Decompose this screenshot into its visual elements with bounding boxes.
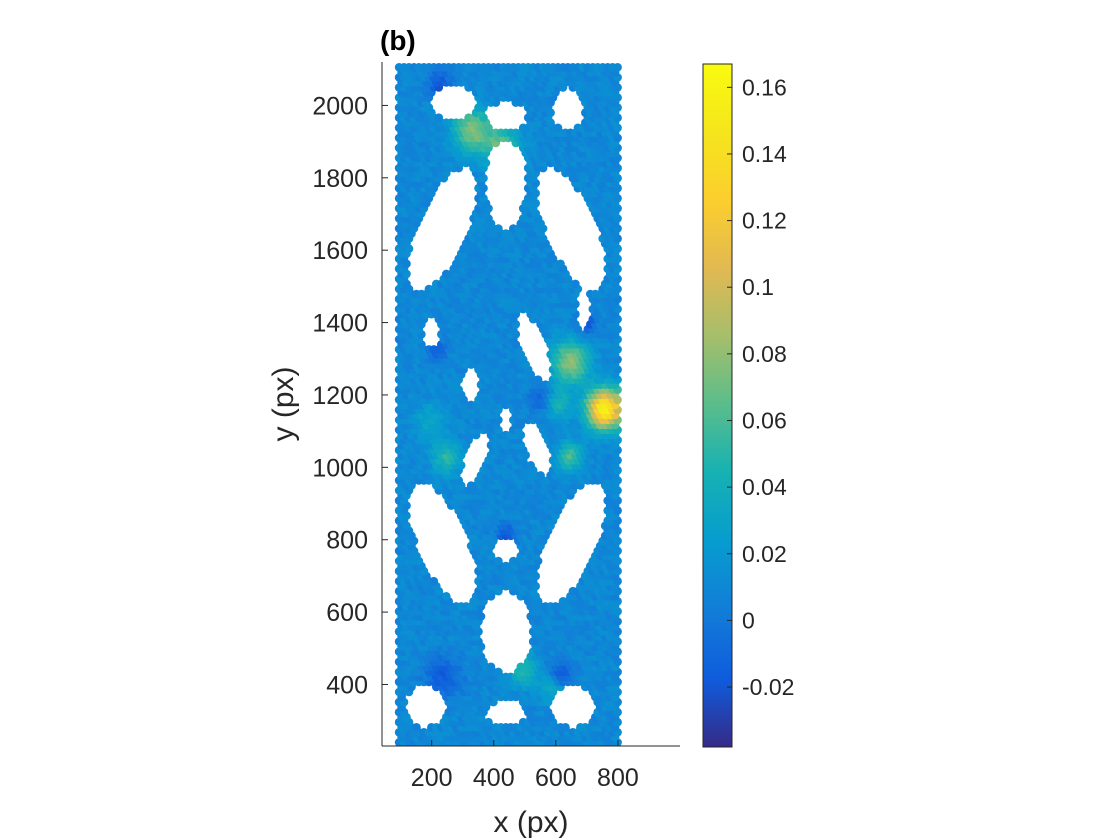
x-tick-label: 600 [535,764,577,792]
data-point [536,471,545,480]
colorbar-tick-label: 0 [742,607,755,633]
data-points [394,63,622,746]
y-tick-label: 1600 [312,237,368,265]
x-tick-label: 200 [411,764,453,792]
colorbar-gradient [703,64,732,747]
data-point [486,662,496,672]
data-point [533,375,543,385]
y-tick-label: 400 [326,671,368,699]
data-point [429,576,439,586]
colorbar-tick-label: 0.16 [742,74,787,100]
colorbar-ticks: -0.02 0 0.02 0.04 0.06 0.08 0.1 0.12 0.14 0.16 [727,74,794,700]
data-point [494,556,503,566]
y-axis-label: y (px) [267,367,300,442]
y-tick-label: 1000 [312,454,368,482]
data-point [434,113,444,122]
data-point [494,224,503,233]
colorbar-tick-label: 0.12 [742,208,787,234]
colorbar-frame [702,63,733,748]
colorbar-tick-label: 0.1 [742,274,774,300]
data-point [553,123,563,133]
x-tick-label: 800 [597,764,639,792]
axes: 200 400 600 800 400 600 800 1000 1200 1400 1600 18… [312,62,680,792]
colorbar-tick-label: 0.02 [742,541,787,567]
x-ticks: 200 400 600 800 [411,740,639,792]
data-point [556,259,565,269]
data-point [494,667,503,677]
data-point [526,461,535,470]
data-point [613,63,622,72]
x-axis-label: x (px) [494,806,569,839]
y-tick-label: 600 [326,599,368,627]
colorbar-tick-label: 0.14 [742,141,787,167]
data-point [412,723,421,732]
colorbar-tick-label: -0.02 [742,674,794,700]
data-point [442,592,451,601]
y-ticks: 400 600 800 1000 1200 1400 1600 1800 2000 [312,92,388,699]
y-tick-label: 800 [326,527,368,555]
y-tick-label: 1400 [312,310,368,338]
colorbar-tick-label: 0.08 [742,341,787,367]
y-tick-label: 2000 [312,92,368,120]
data-point [484,717,493,727]
data-point [571,279,580,289]
colorbar: -0.02 0 0.02 0.04 0.06 0.08 0.1 0.12 0.14 0.16 [702,63,794,748]
panel-label: (b) [380,25,416,56]
data-point [561,723,570,732]
x-tick-label: 400 [473,764,515,792]
y-tick-label: 1800 [312,165,368,193]
y-tick-label: 1200 [312,382,368,410]
colorbar-tick-label: 0.04 [742,474,787,500]
colorbar-tick-label: 0.06 [742,407,787,433]
